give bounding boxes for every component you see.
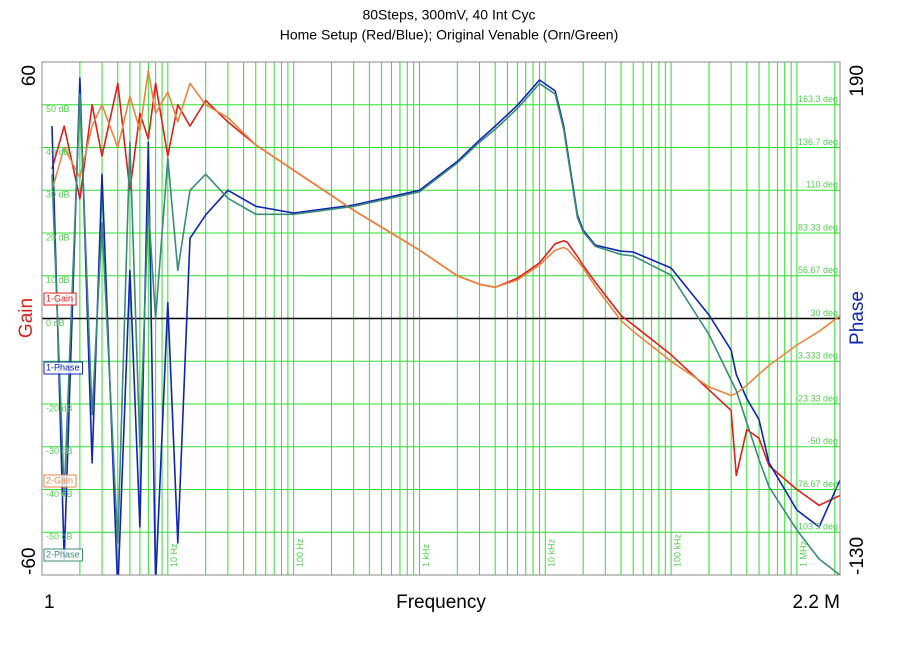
y-grid-label: -20 dB <box>46 403 73 413</box>
y-grid-label: -50 dB <box>46 532 73 542</box>
series-tag: 1-Phase <box>46 362 80 372</box>
y-tick-label: -60 <box>19 548 40 575</box>
y-grid-label: 10 dB <box>46 275 70 285</box>
y-grid-label: 30 dB <box>46 190 70 200</box>
y2-grid-label: 3.333 deg <box>798 351 838 361</box>
y2-grid-label: -76.67 deg <box>795 479 838 489</box>
series-tag: 2-Gain <box>46 475 73 485</box>
y2-grid-label: 56.67 deg <box>798 265 838 275</box>
chart-title: 80Steps, 300mV, 40 Int Cyc <box>362 7 535 23</box>
series-tag: 1-Gain <box>46 293 73 303</box>
y2-grid-label: -23.33 deg <box>795 393 838 403</box>
x-grid-label: 100 Hz <box>295 538 305 567</box>
y-grid-label: 40 dB <box>46 147 70 157</box>
y-tick-label: 60 <box>19 65 40 86</box>
y2-grid-label: 110 deg <box>806 180 838 190</box>
y2-axis-label: Phase <box>847 291 868 345</box>
x-grid-label: 10 Hz <box>169 543 179 567</box>
y2-grid-label: 30 deg <box>810 308 838 318</box>
x-axis-label: Frequency <box>396 592 486 613</box>
x-tick-label: 2.2 M <box>792 592 840 613</box>
series-tag: 2-Phase <box>46 549 80 559</box>
x-grid-label: 1 MHz <box>798 540 808 567</box>
x-grid-label: 100 kHz <box>672 533 682 567</box>
series-line <box>51 82 840 575</box>
series-tag-box <box>43 548 84 562</box>
y-grid-label: -40 dB <box>46 489 73 499</box>
x-grid-label: 10 kHz <box>547 538 557 567</box>
y2-grid-label: 163.3 deg <box>798 94 838 104</box>
y-grid-label: 50 dB <box>46 104 70 114</box>
series-line <box>51 77 840 575</box>
x-tick-label: 1 <box>44 592 55 613</box>
y2-grid-label: 83.33 deg <box>798 222 838 232</box>
series-line <box>51 69 840 397</box>
y2-tick-label: -130 <box>847 537 868 575</box>
y-grid-label: 0 dB <box>46 318 65 328</box>
series-tag-box <box>43 361 84 375</box>
chart-subtitle: Home Setup (Red/Blue); Original Venable … <box>280 27 619 43</box>
plot-lines <box>51 69 840 575</box>
y2-grid-label: -103.3 deg <box>795 522 838 532</box>
plot-border <box>41 61 841 576</box>
series-tag-box <box>43 292 77 306</box>
y2-grid-label: 136.7 deg <box>798 137 838 147</box>
labels: 10 Hz 100 Hz 1 kHz 10 kHz 100 kHz 1 MHz 50 dB 4… <box>19 61 868 613</box>
series-tag-box <box>43 474 77 488</box>
y2-tick-label: 190 <box>847 65 868 97</box>
x-grid-label: 1 kHz <box>421 543 431 567</box>
y-grid-label: -30 dB <box>46 446 73 456</box>
y-grid-label: 20 dB <box>46 232 70 242</box>
y2-grid-label: -50 deg <box>807 436 838 446</box>
y-axis-label: Gain <box>16 298 37 338</box>
